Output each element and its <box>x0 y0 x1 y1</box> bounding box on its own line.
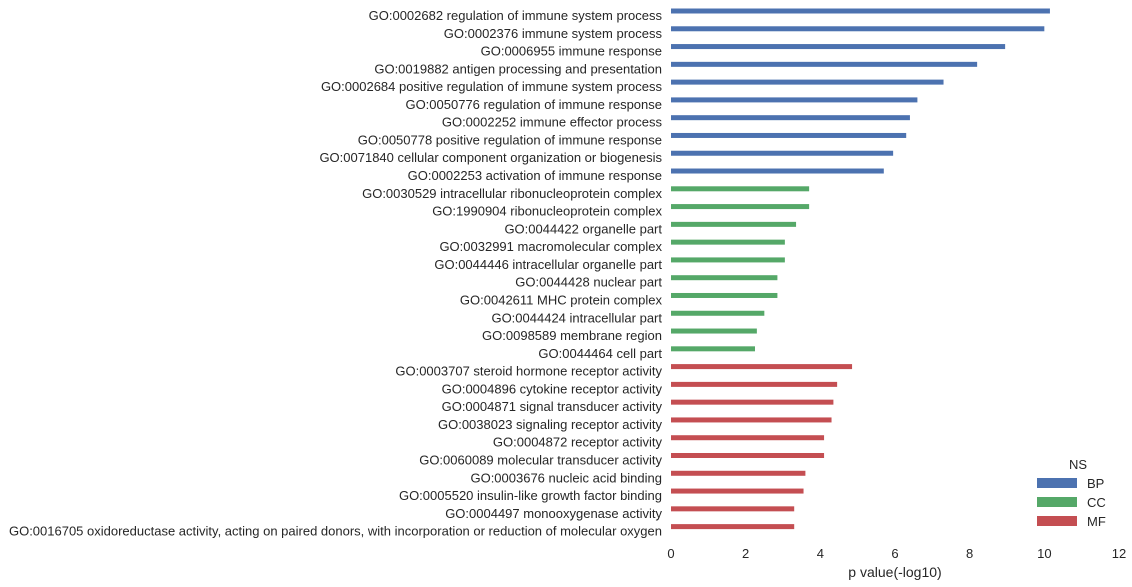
legend-label-mf: MF <box>1087 514 1106 529</box>
category-label: GO:0044428 nuclear part <box>515 275 662 290</box>
category-label: GO:0004497 monooxygenase activity <box>445 506 662 521</box>
category-label: GO:0004896 cytokine receptor activity <box>442 381 663 396</box>
legend-label-cc: CC <box>1087 495 1106 510</box>
bar-mf <box>671 488 804 494</box>
bar-bp <box>671 97 918 103</box>
x-tick-label: 10 <box>1037 546 1051 561</box>
category-label: GO:0071840 cellular component organizati… <box>319 150 662 165</box>
category-label: GO:0002252 immune effector process <box>442 115 663 130</box>
category-label: GO:0004872 receptor activity <box>493 435 663 450</box>
category-label: GO:0005520 insulin-like growth factor bi… <box>399 488 662 503</box>
bar-bp <box>671 61 978 67</box>
category-label: GO:0006955 immune response <box>481 44 662 59</box>
bar-cc <box>671 204 810 210</box>
category-label: GO:0002684 positive regulation of immune… <box>321 79 663 94</box>
x-tick-label: 4 <box>817 546 824 561</box>
category-label: GO:1990904 ribonucleoprotein complex <box>432 204 662 219</box>
category-label: GO:0060089 molecular transducer activity <box>419 453 662 468</box>
category-label: GO:0002682 regulation of immune system p… <box>369 8 663 23</box>
bar-bp <box>671 132 907 138</box>
category-labels: GO:0002682 regulation of immune system p… <box>9 8 663 539</box>
category-label: GO:0044422 organelle part <box>504 221 662 236</box>
bar-cc <box>671 310 765 316</box>
category-label: GO:0038023 signaling receptor activity <box>438 417 663 432</box>
bar-mf <box>671 470 806 476</box>
x-tick-label: 12 <box>1112 546 1126 561</box>
category-label: GO:0050778 positive regulation of immune… <box>358 132 662 147</box>
bar-cc <box>671 257 785 263</box>
category-label: GO:0042611 MHC protein complex <box>460 292 663 307</box>
bar-mf <box>671 381 838 387</box>
bar-bp <box>671 26 1045 32</box>
bar-bp <box>671 168 884 174</box>
bar-cc <box>671 328 757 334</box>
x-tick-label: 8 <box>966 546 973 561</box>
x-tick-labels: 0 2 4 6 8 10 12 <box>667 546 1126 561</box>
x-tick-label: 2 <box>742 546 749 561</box>
bars-group <box>671 8 1050 530</box>
category-label: GO:0004871 signal transducer activity <box>442 399 663 414</box>
bar-bp <box>671 44 1006 50</box>
category-label: GO:0044464 cell part <box>538 346 662 361</box>
legend-swatch-cc <box>1037 497 1077 507</box>
legend-swatch-mf <box>1037 516 1077 526</box>
x-tick-label: 6 <box>891 546 898 561</box>
category-label: GO:0032991 macromolecular complex <box>439 239 662 254</box>
bar-cc <box>671 275 778 281</box>
bar-mf <box>671 435 825 441</box>
bar-cc <box>671 239 785 245</box>
bar-mf <box>671 417 832 423</box>
category-label: GO:0030529 intracellular ribonucleoprote… <box>362 186 662 201</box>
bar-mf <box>671 399 834 405</box>
category-label: GO:0044424 intracellular part <box>491 310 662 325</box>
category-label: GO:0003676 nucleic acid binding <box>470 470 662 485</box>
legend-title: NS <box>1069 457 1087 472</box>
category-label: GO:0019882 antigen processing and presen… <box>374 61 662 76</box>
category-label: GO:0044446 intracellular organelle part <box>434 257 662 272</box>
bar-bp <box>671 150 894 156</box>
bar-bp <box>671 115 910 121</box>
category-label: GO:0002253 activation of immune response <box>408 168 662 183</box>
category-label: GO:0050776 regulation of immune response <box>405 97 662 112</box>
bar-cc <box>671 221 797 227</box>
bar-mf <box>671 453 825 458</box>
bar-bp <box>671 8 1050 14</box>
bar-cc <box>671 186 810 192</box>
legend: NS BP CC MF <box>1037 457 1106 529</box>
bar-mf <box>671 524 795 530</box>
x-axis-title: p value(-log10) <box>848 564 941 580</box>
legend-swatch-bp <box>1037 478 1077 488</box>
category-label: GO:0002376 immune system process <box>444 26 663 41</box>
category-label: GO:0003707 steroid hormone receptor acti… <box>395 364 662 379</box>
bar-bp <box>671 79 944 85</box>
category-label: GO:0098589 membrane region <box>482 328 662 343</box>
bar-cc <box>671 346 755 352</box>
bar-cc <box>671 292 778 298</box>
bar-mf <box>671 506 795 512</box>
legend-label-bp: BP <box>1087 476 1104 491</box>
x-tick-label: 0 <box>667 546 674 561</box>
category-label: GO:0016705 oxidoreductase activity, acti… <box>9 524 662 539</box>
bar-mf <box>671 364 853 370</box>
